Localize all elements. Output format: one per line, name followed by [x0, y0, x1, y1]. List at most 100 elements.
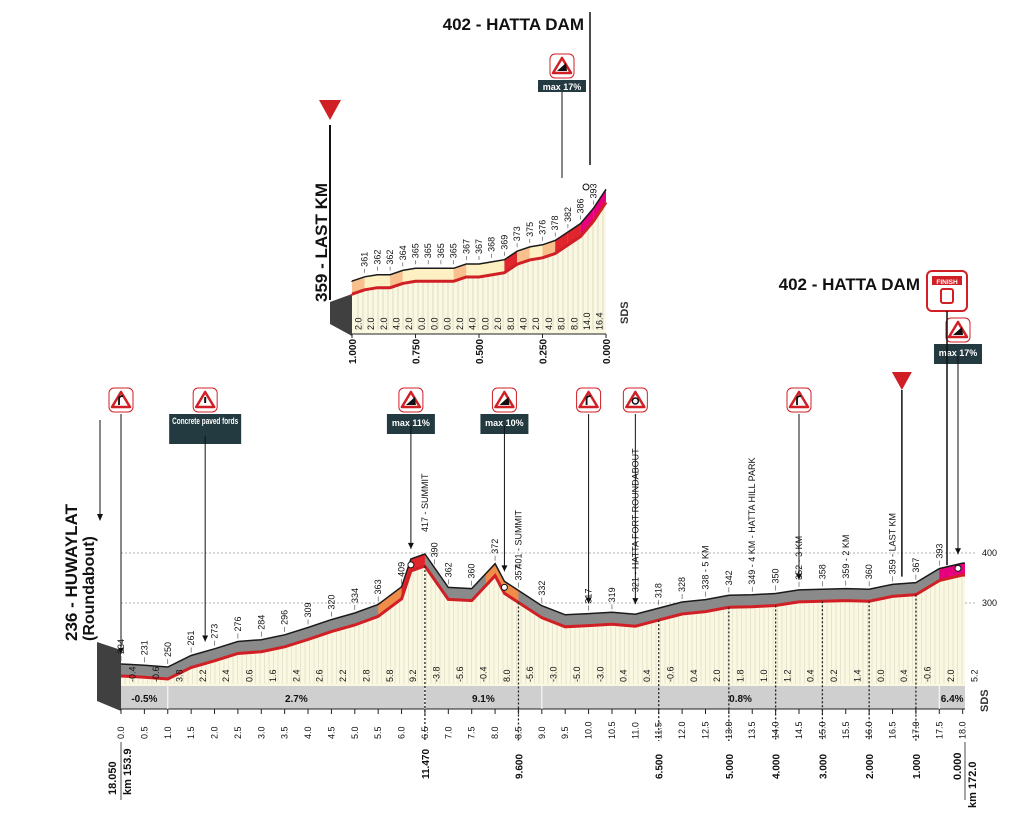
- inset-gradient-band: [567, 223, 581, 244]
- km-gradient-label: 8.0: [502, 669, 512, 682]
- profile-road-band: [121, 554, 965, 679]
- curve-sign-2-triangle: [578, 390, 599, 409]
- km-gradient-label: 2.4: [221, 669, 231, 682]
- inset-gradient-label: 8.0: [506, 317, 516, 330]
- roundabout-sign-pole-arrow: [632, 598, 639, 605]
- km-gradient-label: 2.6: [315, 669, 325, 682]
- x-tick-label: 2.5: [233, 726, 243, 739]
- x-tick-label: 7.5: [467, 726, 477, 739]
- x-tick-label: 18.0: [958, 721, 968, 739]
- inset-start-label: 359 - LAST KM: [312, 183, 331, 302]
- inset-gradient-band: [453, 264, 467, 281]
- inset-gradient-label: 2.0: [531, 317, 541, 330]
- finish-badge-icon: [940, 288, 954, 304]
- km-gradient-label: 9.2: [408, 669, 418, 682]
- inset-elevation-label: 382: [563, 207, 573, 222]
- inset-gradient-band: [377, 274, 391, 287]
- inset-x-tick-label: 0.250: [539, 339, 550, 364]
- concrete-fords-sign-tag-text: Concrete paved fords: [172, 416, 238, 426]
- curve-warning-sign-glyph: [118, 395, 124, 405]
- finish-badge-strip: [932, 276, 962, 285]
- elevation-label: 393: [934, 544, 944, 559]
- curve-sign-3-triangle: [788, 390, 810, 409]
- km-gradient-label: -0.6: [665, 666, 675, 682]
- inset-gradient-label: 14.0: [582, 312, 592, 330]
- km-gradient-label: 3.8: [174, 669, 184, 682]
- concrete-fords-sign-pole-arrow: [202, 635, 209, 642]
- km-gradient-label: -0.4: [478, 666, 488, 682]
- inset-elevation-label: 365: [423, 243, 433, 258]
- curve-sign-2-glyph: [585, 395, 591, 405]
- elevation-ref-label: 300: [982, 598, 997, 608]
- elevation-label: 296: [280, 610, 290, 625]
- finish-badge-text: FINISH: [936, 279, 958, 286]
- point-label: 401 - SUMMIT: [513, 509, 523, 568]
- inset-max-tag-text: max 17%: [543, 82, 582, 92]
- finish-dot: [954, 564, 962, 572]
- start-km-label: km 153.9: [122, 749, 134, 795]
- inset-gradient-label: 8.0: [557, 317, 567, 330]
- x-tick-label: 1.5: [186, 726, 196, 739]
- summit-dot: [500, 583, 508, 591]
- inset-elevation-label: 378: [550, 216, 560, 231]
- inset-elevation-label: 376: [538, 220, 548, 235]
- climb-sign-2-tag: max 10%: [480, 414, 529, 434]
- remaining-distance-label: 3.000: [818, 754, 829, 779]
- inset-gradient-band: [580, 208, 594, 236]
- inset-elevation-label: 375: [525, 222, 535, 237]
- section-gradient-label: 9.1%: [472, 694, 495, 705]
- elevation-label: 318: [654, 583, 664, 598]
- profile-brand: SDS: [979, 689, 991, 712]
- x-tick-label: 8.5: [513, 726, 523, 739]
- inset-gradient-band: [390, 270, 403, 287]
- curve-warning-sign-pole-arrow: [118, 648, 124, 654]
- inset-gradient-label: 2.0: [404, 317, 414, 330]
- elevation-ref-label: 400: [982, 548, 997, 558]
- elevation-label: 334: [350, 588, 360, 603]
- km-gradient-label: 0.2: [829, 669, 839, 682]
- climb-sign-3: [945, 317, 971, 343]
- x-tick-label: 9.0: [537, 726, 547, 739]
- profile-surface-line: [120, 553, 965, 668]
- inset-gradient-band: [517, 246, 530, 264]
- elevation-label: 261: [186, 630, 196, 645]
- inset-base-slab: [330, 294, 352, 336]
- inset-gradient-band: [466, 264, 479, 276]
- inset-gradient-band: [440, 268, 454, 281]
- inset-surface-line: [351, 188, 607, 283]
- km-gradient-label: 5.8: [385, 669, 395, 682]
- climb-highlight: [485, 563, 519, 603]
- curve-warning-sign-triangle: [110, 390, 132, 409]
- concrete-fords-sign: [192, 387, 218, 413]
- curve-sign-3-glyph: [796, 395, 802, 405]
- inset-elevation-label: 365: [449, 243, 459, 258]
- inset-gradient-label: 16.4: [595, 312, 605, 330]
- inset-gradient-label: 0.0: [442, 317, 452, 330]
- inset-elevation-label: 364: [398, 245, 408, 260]
- x-tick-label: 5.5: [373, 726, 383, 739]
- elevation-label: 319: [607, 587, 617, 602]
- km-gradient-label: 1.8: [736, 669, 746, 682]
- x-tick-label: 13.5: [747, 721, 757, 739]
- elevation-label: 363: [373, 579, 383, 594]
- concrete-fords-sign-glyph: [204, 397, 207, 403]
- inset-red-edge: [350, 201, 608, 297]
- inset-gradient-label: 2.0: [353, 317, 363, 330]
- elevation-label: 342: [724, 570, 734, 585]
- point-label: 417 - SUMMIT: [420, 473, 430, 532]
- elevation-label: 362: [443, 562, 453, 577]
- elevation-label: 367: [911, 558, 921, 573]
- elevation-label: 360: [467, 564, 477, 579]
- climb-sign-2-tag-box: [480, 414, 529, 434]
- elevation-label: 359 - 2 KM: [841, 535, 851, 579]
- remaining-distance-label: 2.000: [865, 754, 876, 779]
- inset-elevation-label: 361: [360, 252, 370, 267]
- remaining-distance-label: 9.600: [514, 754, 525, 779]
- section-gradient-label: 2.7%: [285, 694, 308, 705]
- elevation-label: 332: [537, 581, 547, 596]
- climb-sign-1-tag-box: [386, 414, 435, 434]
- start-pole-arrow: [97, 514, 103, 521]
- km-gradient-label: 0.4: [642, 669, 652, 682]
